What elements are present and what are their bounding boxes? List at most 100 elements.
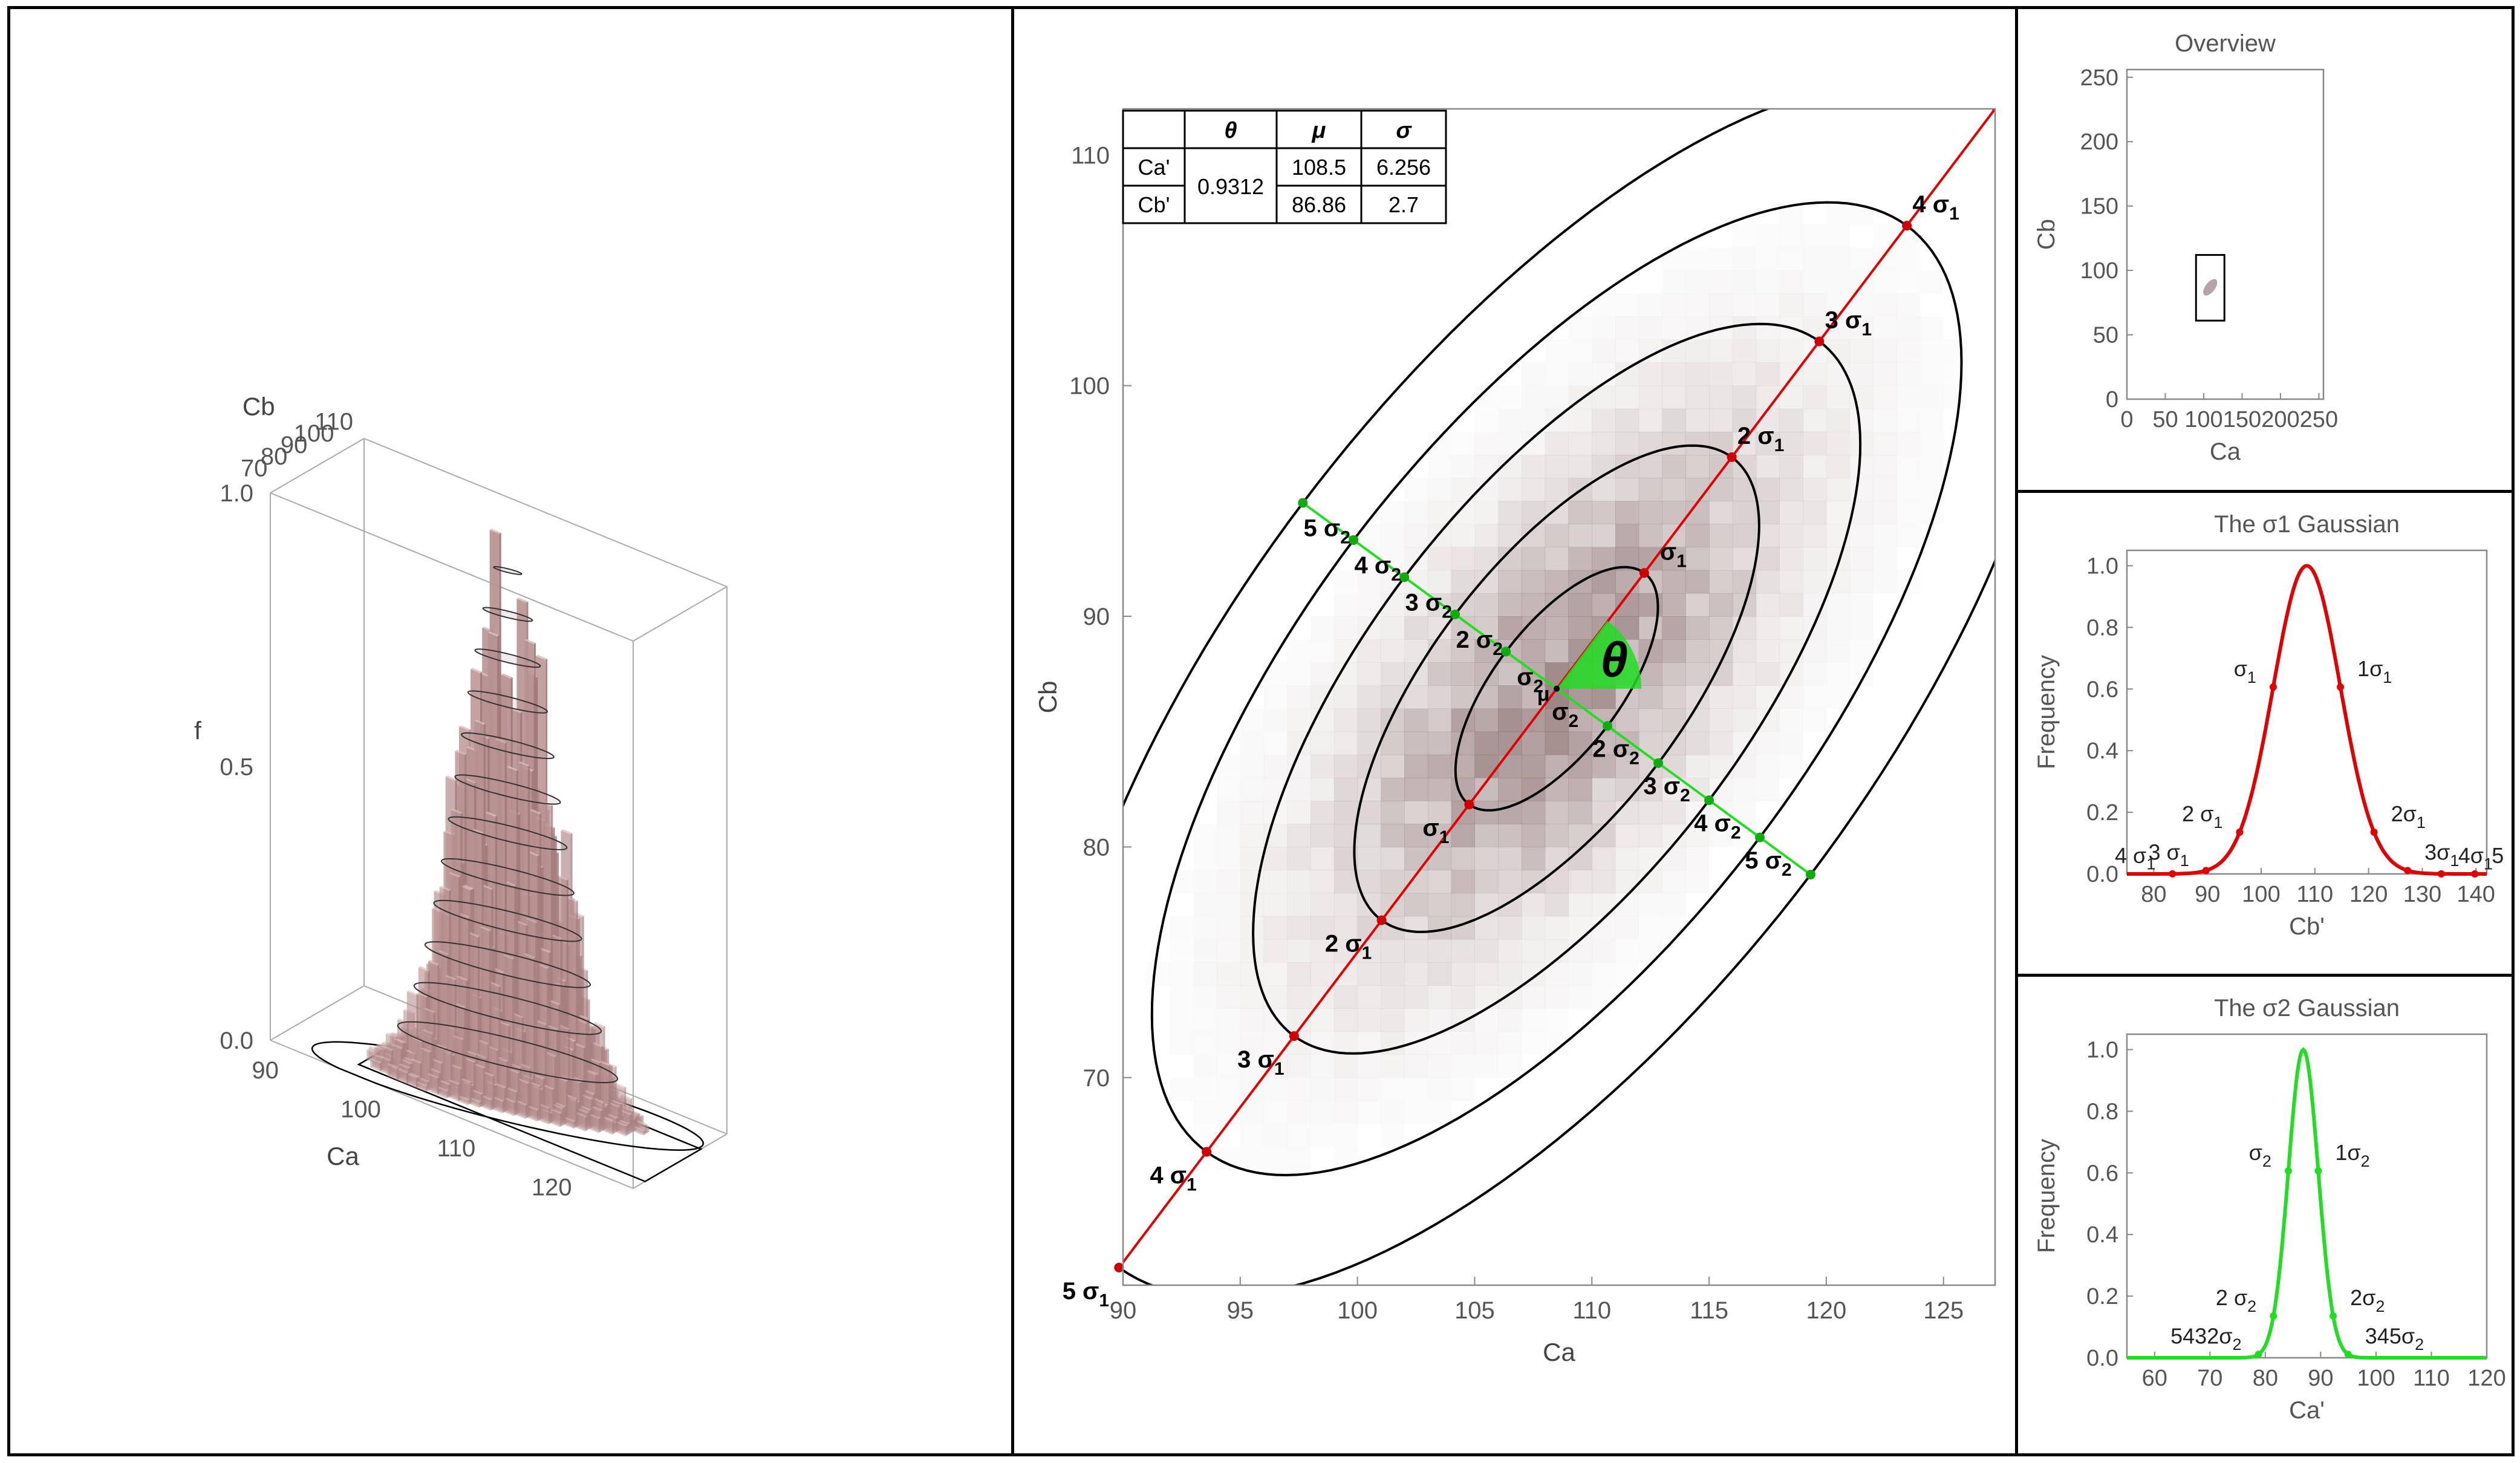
density-pixel	[1287, 639, 1310, 663]
histogram-bar	[561, 829, 573, 835]
density-pixel	[1404, 847, 1428, 871]
sigma2-label: 2 σ2	[1456, 627, 1502, 659]
sigma-marker-label: 1σ2	[2335, 1140, 2369, 1170]
density-pixel	[1826, 570, 1851, 594]
density-pixel	[1521, 385, 1546, 409]
density-pixel	[1756, 731, 1780, 755]
density-pixel	[1498, 1031, 1522, 1055]
histogram-bar	[474, 1063, 486, 1069]
density-pixel	[1849, 408, 1874, 432]
density-pixel	[1685, 431, 1710, 455]
y-tick-label: 110	[314, 409, 353, 435]
density-pixel	[1709, 777, 1733, 801]
sigma2-label: 5 σ2	[1745, 847, 1791, 880]
histogram-bar	[428, 960, 440, 966]
density-pixel	[1709, 247, 1733, 271]
density-pixel	[1545, 639, 1569, 663]
density-pixel	[1849, 593, 1874, 617]
density-pixel	[1592, 777, 1616, 801]
density-pixel	[1451, 939, 1475, 963]
histogram-bar	[529, 1067, 532, 1117]
sigma-marker	[2471, 870, 2479, 878]
x-tick-label: 115	[1690, 1297, 1728, 1324]
density-pixel	[1451, 847, 1475, 871]
density-pixel	[1310, 1101, 1334, 1124]
density-pixel	[1615, 962, 1639, 986]
density-pixel	[1451, 662, 1475, 686]
density-pixel	[1334, 593, 1358, 617]
density-pixel	[1685, 455, 1710, 478]
density-pixel	[1803, 662, 1827, 686]
histogram-bar	[477, 1040, 489, 1045]
density-pixel	[1357, 662, 1381, 686]
density-pixel	[1333, 893, 1358, 917]
density-pixel	[1685, 524, 1710, 548]
histogram-bar	[618, 1119, 630, 1125]
density-pixel	[1615, 570, 1639, 594]
density-pixel	[1193, 1008, 1217, 1032]
surface-ring	[397, 1021, 619, 1084]
density-pixel	[1709, 270, 1733, 294]
density-pixel	[1545, 524, 1569, 548]
density-pixel	[1521, 893, 1546, 917]
density-pixel	[1709, 570, 1733, 594]
density-pixel	[1545, 431, 1569, 455]
histogram-bar	[575, 1112, 587, 1118]
density-pixel	[1310, 662, 1335, 686]
density-pixel	[1779, 478, 1803, 501]
density-pixel	[1357, 1077, 1381, 1101]
density-pixel	[1474, 893, 1499, 917]
histogram-bar	[614, 1122, 616, 1133]
density-pixel	[1897, 524, 1920, 547]
density-pixel	[1662, 362, 1686, 386]
density-pixel	[1193, 1101, 1217, 1124]
sigma1-marker	[1202, 1147, 1212, 1157]
density-pixel	[1381, 870, 1405, 894]
density-pixel	[1779, 709, 1803, 732]
density-pixel	[1310, 847, 1335, 871]
density-pixel	[1638, 455, 1663, 478]
x-tick-label: 120	[1806, 1297, 1847, 1324]
histogram-bar	[589, 1058, 601, 1063]
density-pixel	[1897, 247, 1920, 271]
histogram-bar	[501, 673, 513, 679]
density-pixel	[1381, 639, 1405, 663]
density-pixel	[1592, 593, 1616, 617]
density-pixel	[1732, 316, 1757, 340]
density-pixel	[1357, 801, 1381, 824]
density-pixel	[1240, 755, 1264, 778]
density-pixel	[1287, 985, 1311, 1009]
density-pixel	[1404, 1078, 1428, 1101]
density-pixel	[1474, 754, 1499, 778]
density-pixel	[1638, 685, 1663, 709]
y-tick-label: 200	[2080, 129, 2118, 155]
sigma-marker-label: 4σ1	[2458, 843, 2493, 873]
density-pixel	[1638, 870, 1663, 894]
density-pixel	[1357, 939, 1381, 963]
density-pixel	[1638, 524, 1663, 548]
surface-ring	[413, 982, 602, 1035]
histogram-bar	[448, 1081, 458, 1101]
sigma-marker	[2404, 867, 2412, 875]
density-pixel	[1381, 1124, 1404, 1147]
density-pixel	[1264, 685, 1288, 709]
density-pixel	[1803, 570, 1827, 594]
sigma-marker-label: 3σ1	[2424, 839, 2459, 870]
density-pixel	[1685, 731, 1710, 755]
density-pixel	[1521, 754, 1546, 778]
density-pixel	[1756, 593, 1780, 617]
surface-3d-panel: 90 100 110 120 70 80 90 100 110 0.0 0.5 1.0 Ca Cb f	[7, 6, 1014, 1456]
density-pixel	[1615, 385, 1639, 409]
density-pixel	[1568, 916, 1592, 940]
density-pixel	[1803, 247, 1827, 271]
density-pixel	[1873, 385, 1897, 409]
histogram-bar	[550, 1112, 553, 1123]
histogram-bar	[510, 1063, 522, 1069]
density-pixel	[1404, 777, 1428, 801]
density-pixel	[1427, 962, 1452, 986]
density-pixel	[1873, 547, 1897, 571]
table-sigma-value: 6.256	[1376, 155, 1431, 180]
x-tick-label: 130	[2403, 882, 2441, 907]
histogram-bar	[418, 966, 430, 971]
